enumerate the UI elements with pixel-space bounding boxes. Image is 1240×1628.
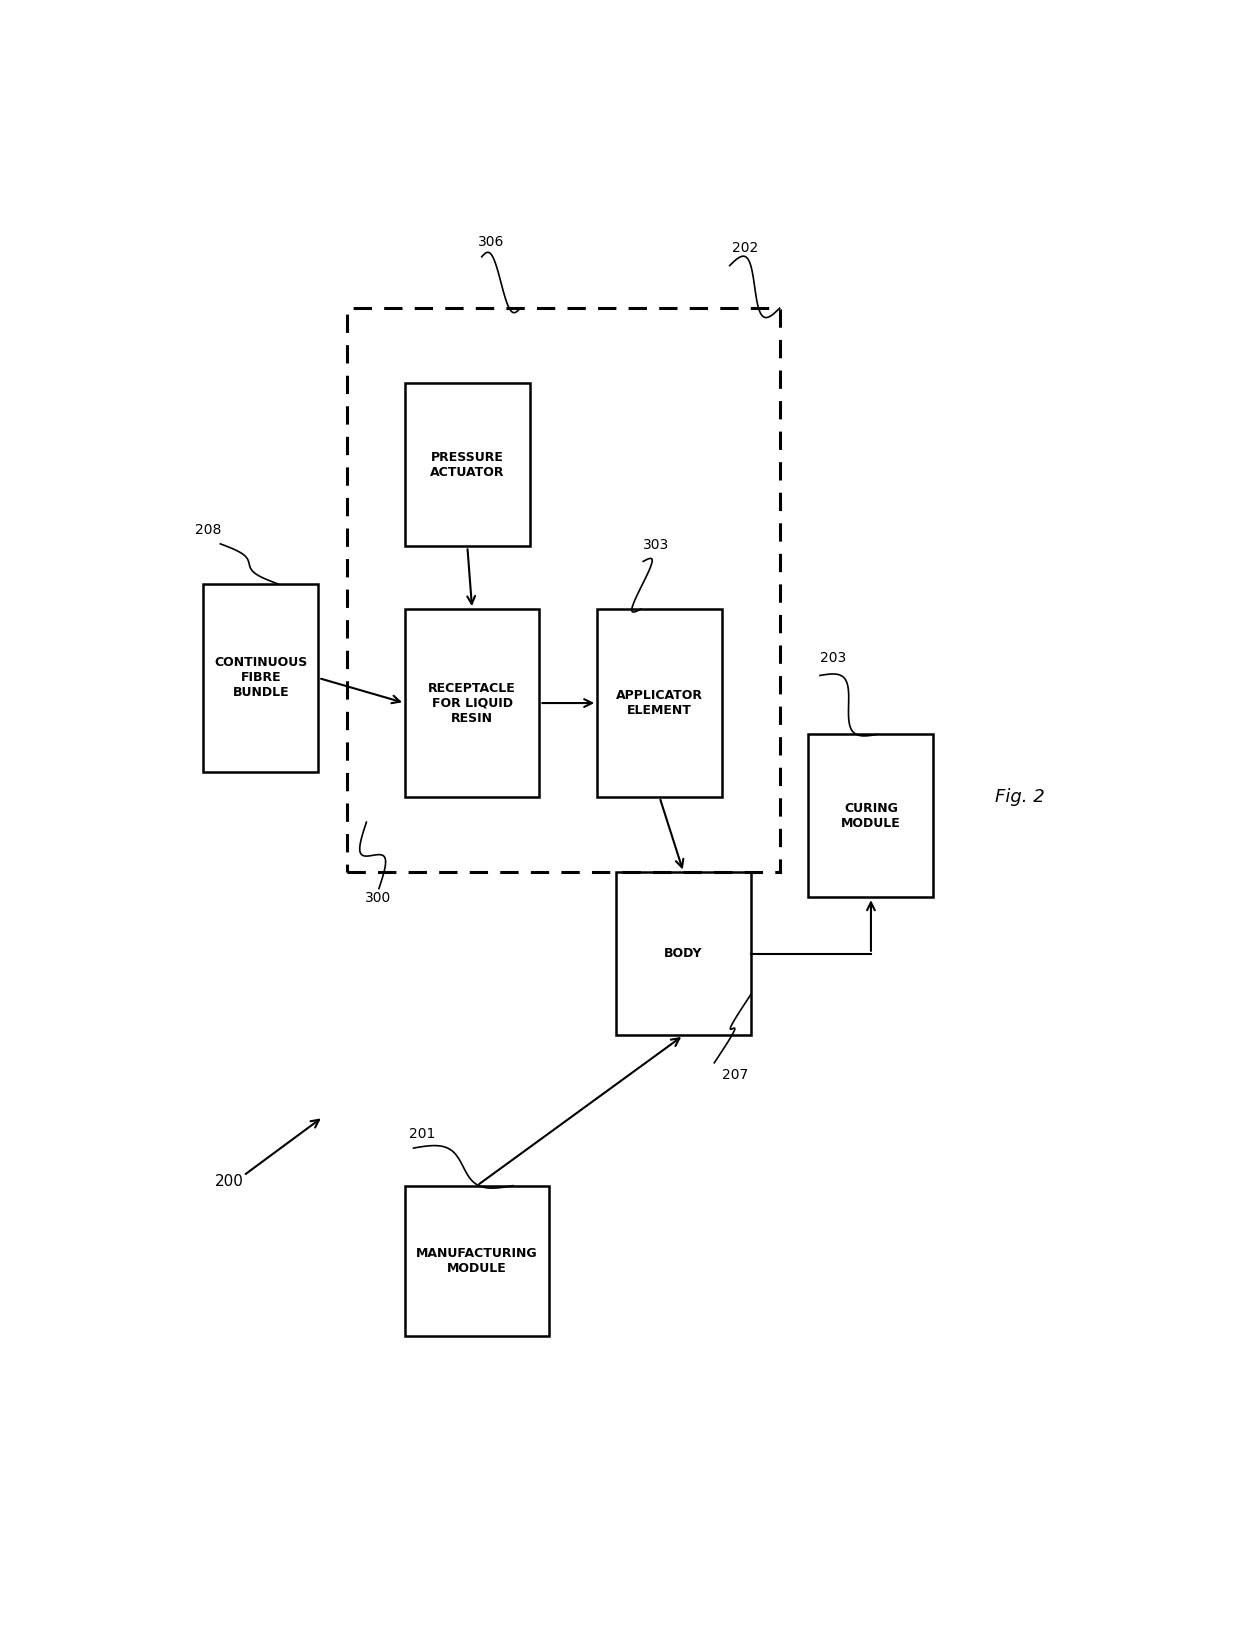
Bar xyxy=(203,584,319,772)
Text: MANUFACTURING
MODULE: MANUFACTURING MODULE xyxy=(417,1247,538,1275)
Text: CONTINUOUS
FIBRE
BUNDLE: CONTINUOUS FIBRE BUNDLE xyxy=(215,656,308,700)
Bar xyxy=(596,609,722,798)
Text: RECEPTACLE
FOR LIQUID
RESIN: RECEPTACLE FOR LIQUID RESIN xyxy=(428,682,516,724)
Bar xyxy=(404,609,539,798)
Bar xyxy=(616,873,750,1035)
Text: 208: 208 xyxy=(196,523,222,537)
Text: 207: 207 xyxy=(722,1068,748,1083)
Text: 200: 200 xyxy=(215,1174,243,1188)
Bar xyxy=(808,734,934,897)
Text: 303: 303 xyxy=(644,537,670,552)
Bar xyxy=(404,1185,549,1337)
Text: Fig. 2: Fig. 2 xyxy=(994,788,1045,806)
Text: BODY: BODY xyxy=(665,947,703,961)
Text: CURING
MODULE: CURING MODULE xyxy=(841,803,900,830)
Text: 202: 202 xyxy=(732,241,758,254)
Text: APPLICATOR
ELEMENT: APPLICATOR ELEMENT xyxy=(616,689,703,716)
Text: 306: 306 xyxy=(477,234,505,249)
Text: PRESSURE
ACTUATOR: PRESSURE ACTUATOR xyxy=(430,451,505,479)
Bar xyxy=(347,308,780,873)
Text: 203: 203 xyxy=(820,651,846,664)
Bar xyxy=(404,384,529,547)
Text: 300: 300 xyxy=(365,892,391,905)
Text: 201: 201 xyxy=(409,1127,435,1141)
